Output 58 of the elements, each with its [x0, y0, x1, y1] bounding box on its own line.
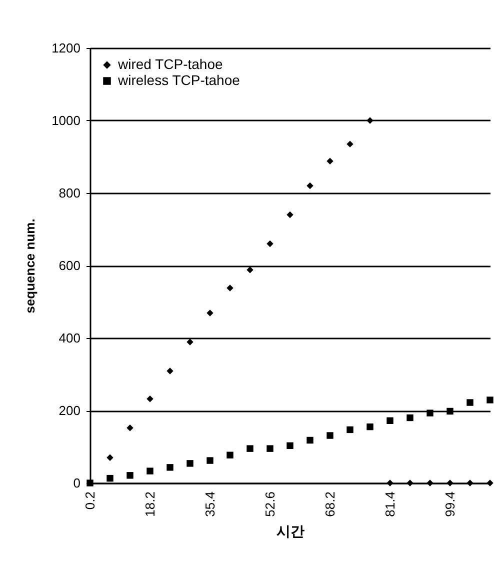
point	[246, 445, 254, 452]
y-tick-label: 800	[58, 186, 80, 200]
x-tick-label: 99.4	[442, 492, 458, 517]
point	[346, 426, 354, 434]
point	[306, 436, 314, 444]
point	[146, 468, 154, 474]
point	[406, 414, 414, 422]
point	[186, 338, 194, 346]
point	[326, 432, 334, 439]
y-tick-label: 600	[58, 258, 80, 273]
point	[306, 182, 314, 190]
legend-label: wireless TCP-tahoe	[117, 72, 240, 88]
x-tick-label: 52.6	[262, 492, 278, 517]
x-tick-label: 18.2	[142, 492, 158, 517]
point	[346, 140, 354, 148]
point	[426, 410, 434, 416]
x-axis-title: 시간	[276, 522, 304, 539]
point	[146, 396, 154, 402]
y-tick-label: 1200	[52, 40, 80, 56]
y-tick-label: 1000	[52, 113, 80, 128]
point	[466, 480, 474, 486]
point	[206, 457, 214, 464]
point	[366, 423, 374, 430]
point	[326, 158, 334, 164]
point	[266, 240, 274, 248]
x-tick-label: 68.2	[322, 492, 338, 517]
point	[406, 480, 414, 486]
point	[486, 480, 494, 486]
point	[266, 445, 274, 452]
point	[386, 417, 394, 424]
point	[246, 266, 254, 274]
point	[226, 284, 234, 292]
point	[446, 480, 454, 486]
point	[426, 480, 434, 486]
point	[206, 310, 214, 316]
point	[286, 442, 294, 450]
point	[106, 474, 114, 482]
point	[166, 464, 174, 471]
point	[126, 424, 134, 432]
point	[366, 117, 374, 124]
point	[386, 480, 394, 486]
x-tick-label: 81.4	[382, 492, 398, 517]
y-tick-label: 200	[58, 403, 80, 418]
point	[486, 396, 494, 404]
point	[466, 399, 474, 406]
point	[446, 408, 454, 415]
point	[286, 211, 294, 218]
x-tick-label: 35.4	[202, 492, 218, 517]
point	[106, 454, 114, 461]
point	[226, 452, 234, 458]
y-tick-label: 0	[73, 476, 80, 490]
y-tick-label: 400	[58, 330, 80, 346]
y-axis-title: sequence num.	[22, 218, 38, 314]
x-tick-label: 0.2	[82, 492, 98, 510]
point	[166, 368, 174, 374]
legend-label: wired TCP-tahoe	[117, 56, 223, 72]
point	[186, 460, 194, 467]
point	[126, 472, 134, 479]
